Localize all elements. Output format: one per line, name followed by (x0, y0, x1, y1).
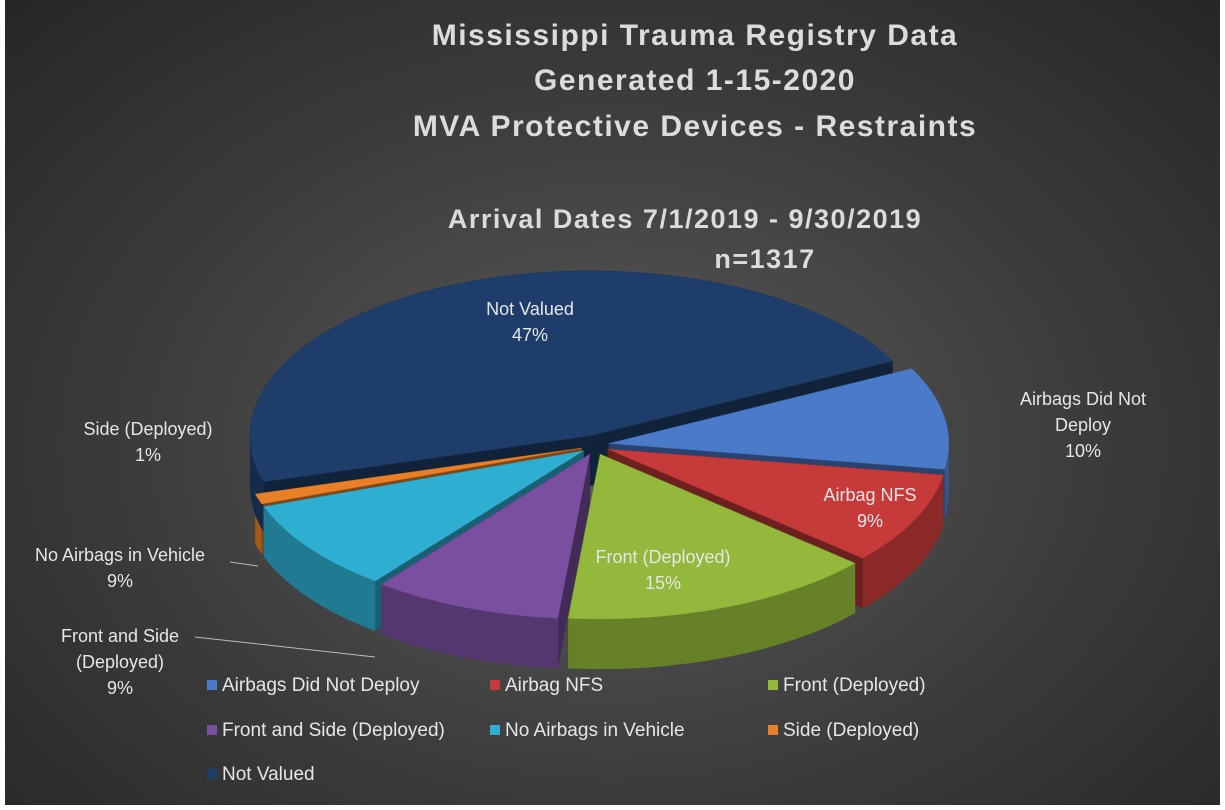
legend-label: Front and Side (Deployed) (222, 720, 445, 741)
label-value: 9% (856, 511, 884, 531)
label-value: 15% (644, 573, 682, 593)
slice (567, 453, 856, 620)
legend-label: Airbags Did Not Deploy (222, 675, 420, 696)
data-label: Not Valued 47% (486, 296, 574, 348)
label-value: 1% (134, 445, 162, 465)
legend-marker (207, 769, 217, 779)
slice-side (568, 563, 856, 670)
legend-marker (207, 725, 217, 735)
data-label: Front (Deployed) 15% (595, 544, 730, 596)
chart-title: Mississippi Trauma Registry Data (432, 19, 959, 52)
slice (254, 447, 582, 505)
legend-item: Front and Side (Deployed) (207, 720, 445, 742)
data-label: Side (Deployed) 1% (83, 416, 212, 468)
legend-item: Not Valued (207, 764, 315, 786)
leader-line (229, 561, 259, 567)
data-label: Front and Side (Deployed) 9% (40, 623, 200, 701)
label-value: 47% (511, 325, 549, 345)
legend-label: Not Valued (222, 764, 315, 785)
label-value: 9% (106, 678, 133, 698)
label-category: Side (Deployed) (83, 419, 213, 439)
slice (608, 368, 949, 470)
legend-label: Front (Deployed) (783, 675, 926, 696)
data-label: Airbag NFS 9% (823, 482, 916, 534)
legend-marker (490, 725, 500, 735)
label-value: 10% (1064, 441, 1102, 461)
label-category: Front and Side (Deployed) (60, 626, 180, 672)
label-category: Airbags Did Not Deploy (1019, 389, 1147, 435)
leader-line (194, 636, 376, 658)
slice-tops (249, 270, 949, 620)
label-value: 9% (106, 571, 134, 591)
legend-label: Side (Deployed) (783, 720, 920, 741)
legend-marker (207, 680, 217, 690)
data-label: Airbags Did Not Deploy 10% (1012, 386, 1154, 464)
legend-item: No Airbags in Vehicle (490, 720, 685, 742)
slice (263, 450, 584, 582)
chart-subtitle: Arrival Dates 7/1/2019 - 9/30/2019 (448, 204, 922, 234)
legend-marker (768, 725, 778, 735)
slice-side (557, 454, 590, 669)
chart-title: MVA Protective Devices - Restraints (413, 110, 977, 143)
label-category: Front (Deployed) (595, 547, 731, 567)
label-category: Not Valued (486, 299, 574, 319)
label-category: Airbag NFS (823, 485, 917, 505)
chart-subtitle: n=1317 (714, 244, 815, 274)
slice-side (263, 506, 376, 632)
label-category: No Airbags in Vehicle (34, 545, 206, 565)
slice (249, 270, 894, 483)
slice (380, 453, 591, 619)
slice-side (944, 443, 949, 520)
slice (607, 448, 944, 559)
legend-marker (490, 680, 500, 690)
chart-title: Generated 1-15-2020 (534, 64, 856, 97)
legend-item: Airbags Did Not Deploy (207, 675, 419, 697)
legend-marker (768, 680, 778, 690)
legend-label: No Airbags in Vehicle (505, 720, 685, 741)
slice-side (381, 584, 558, 669)
slice-side (862, 474, 944, 609)
data-label: No Airbags in Vehicle 9% (35, 542, 205, 594)
legend-label: Airbag NFS (505, 675, 604, 696)
legend-item: Airbag NFS (490, 675, 603, 697)
legend-item: Front (Deployed) (768, 675, 926, 697)
legend-item: Side (Deployed) (768, 720, 919, 742)
